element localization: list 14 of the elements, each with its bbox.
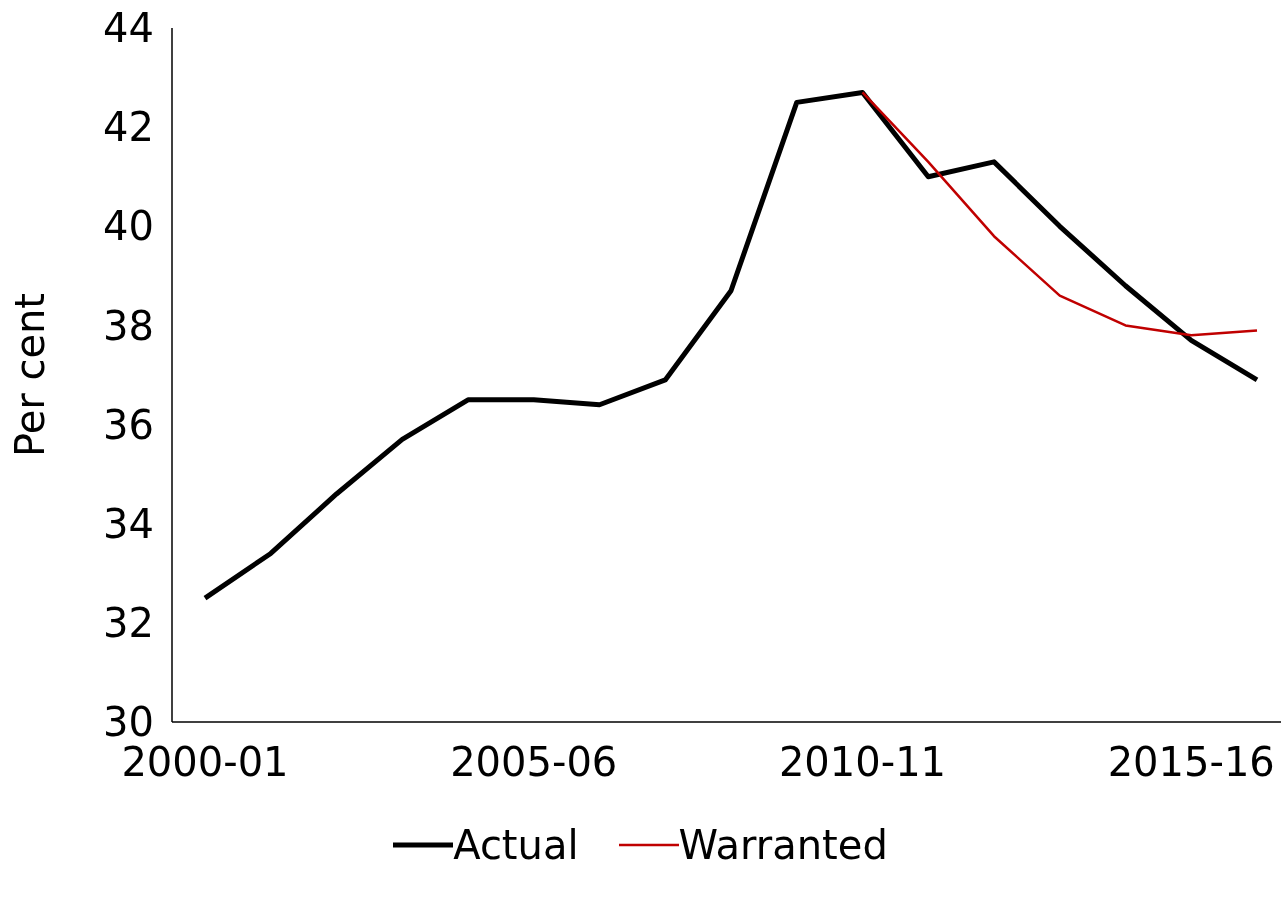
y-tick-label: 40: [103, 203, 154, 250]
y-tick-label: 38: [103, 302, 154, 349]
legend-label: Warranted: [678, 822, 888, 868]
y-tick-label: 42: [103, 104, 154, 151]
y-tick-label: 44: [103, 5, 154, 52]
y-tick-label: 32: [103, 600, 154, 647]
line-series: [861, 91, 1259, 337]
y-tick-label: 36: [103, 401, 154, 448]
x-tick-label: 2010-11: [778, 739, 947, 786]
y-tick-label: 34: [103, 500, 154, 547]
y-axis-title: Per cent: [7, 292, 54, 458]
legend-label: Actual: [453, 822, 579, 868]
x-tick-label: 2005-06: [450, 739, 618, 786]
x-tick-label: 2015-16: [1107, 739, 1275, 786]
